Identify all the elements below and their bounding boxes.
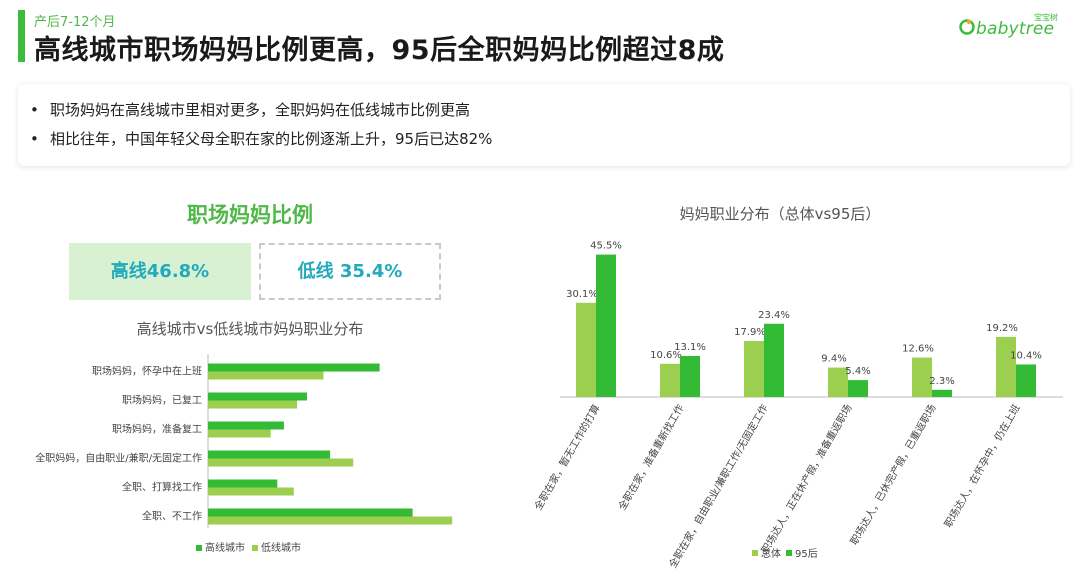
bar-low-tier — [208, 400, 298, 409]
data-label: 30.1% — [566, 289, 598, 300]
babytree-logo: 宝宝树 babytree — [958, 12, 1058, 39]
logo-chinese-text: 宝宝树 — [1034, 13, 1058, 22]
bullet-text: 职场妈妈在高线城市里相对更多，全职妈妈在低线城市比例更高 — [50, 101, 471, 119]
data-label: 10.6% — [650, 350, 682, 361]
bar-post95 — [764, 323, 784, 397]
data-label: 9.4% — [821, 354, 846, 365]
bar-overall — [576, 302, 596, 397]
data-label: 5.4% — [845, 366, 870, 377]
right-chart-title: 妈妈职业分布（总体vs95后） — [679, 205, 881, 223]
data-label: 10.4% — [1010, 350, 1042, 361]
bar-high-tier — [208, 508, 413, 517]
left-chart-category-label: 职场妈妈，准备复工 — [112, 423, 202, 436]
legend-swatch — [752, 550, 758, 556]
bar-overall — [660, 363, 680, 397]
right-chart-category-label: 全职在家，自由职业/兼职工作/无固定工作 — [666, 402, 771, 570]
legend-swatch — [252, 545, 258, 551]
bar-high-tier — [208, 450, 331, 459]
data-label: 17.9% — [734, 327, 766, 338]
data-label: 23.4% — [758, 310, 790, 321]
legend-label: 低线城市 — [261, 541, 301, 554]
bar-overall — [996, 336, 1016, 397]
low-tier-ratio-box: 低线 35.4% — [259, 243, 441, 300]
page-subtitle: 产后7-12个月 — [34, 15, 116, 30]
bar-post95 — [848, 380, 868, 397]
left-chart-category-label: 全职、不工作 — [142, 510, 202, 523]
bar-post95 — [680, 355, 700, 397]
left-chart-category-label: 全职、打算找工作 — [122, 481, 202, 494]
left-chart-category-label: 职场妈妈，已复工 — [122, 394, 202, 407]
legend-label: 总体 — [761, 547, 781, 560]
bar-post95 — [932, 389, 952, 397]
right-chart-category-label: 职场达人，在怀孕中，仍在上班 — [941, 402, 1022, 530]
logo-mark-icon — [959, 19, 975, 35]
left-chart-category-label: 全职妈妈，自由职业/兼职/无固定工作 — [35, 452, 202, 465]
summary-bullet: • 职场妈妈在高线城市里相对更多，全职妈妈在低线城市比例更高 — [30, 101, 471, 119]
bar-overall — [828, 367, 848, 397]
high-tier-ratio-box: 高线46.8% — [69, 243, 251, 300]
working-mom-heading: 职场妈妈比例 — [187, 203, 313, 227]
legend-swatch — [196, 545, 202, 551]
bar-low-tier — [208, 371, 324, 380]
bar-overall — [744, 340, 764, 397]
left-chart-title: 高线城市vs低线城市妈妈职业分布 — [136, 320, 364, 338]
bar-post95 — [1016, 364, 1036, 397]
data-label: 45.5% — [590, 241, 622, 252]
bar-post95 — [596, 254, 616, 397]
right-chart-category-label: 职场达人，已休完产假，已重返职场 — [847, 402, 938, 547]
summary-box: • 职场妈妈在高线城市里相对更多，全职妈妈在低线城市比例更高 • 相比往年，中国年轻… — [18, 84, 1070, 166]
bar-overall — [912, 357, 932, 397]
bar-high-tier — [208, 421, 284, 430]
title-accent-bar — [18, 10, 25, 62]
legend-label: 高线城市 — [205, 541, 245, 554]
bar-low-tier — [208, 516, 453, 525]
right-chart-category-label: 职场达人，正在休产假，准备重返职场 — [758, 402, 854, 556]
data-label: 13.1% — [674, 342, 706, 353]
logo-wordmark: babytree — [976, 19, 1055, 39]
data-label: 12.6% — [902, 344, 934, 355]
legend-label: 95后 — [795, 548, 818, 560]
data-label: 2.3% — [929, 376, 954, 387]
bar-high-tier — [208, 479, 278, 488]
bar-high-tier — [208, 363, 380, 372]
bar-low-tier — [208, 429, 271, 438]
data-label: 19.2% — [986, 323, 1018, 334]
legend-swatch — [786, 550, 792, 556]
bar-low-tier — [208, 487, 294, 496]
bullet-text: 相比往年，中国年轻父母全职在家的比例逐渐上升，95后已达82% — [50, 130, 493, 148]
left-chart-category-label: 职场妈妈，怀孕中在上班 — [92, 365, 202, 378]
bar-high-tier — [208, 392, 307, 401]
right-chart-category-label: 全职在家，准备重新找工作 — [615, 402, 686, 512]
summary-bullet: • 相比往年，中国年轻父母全职在家的比例逐渐上升，95后已达82% — [30, 130, 493, 148]
bar-low-tier — [208, 458, 354, 467]
right-chart-category-label: 全职在家，暂无工作的打算 — [531, 402, 602, 512]
page-title: 高线城市职场妈妈比例更高，95后全职妈妈比例超过8成 — [34, 35, 725, 66]
